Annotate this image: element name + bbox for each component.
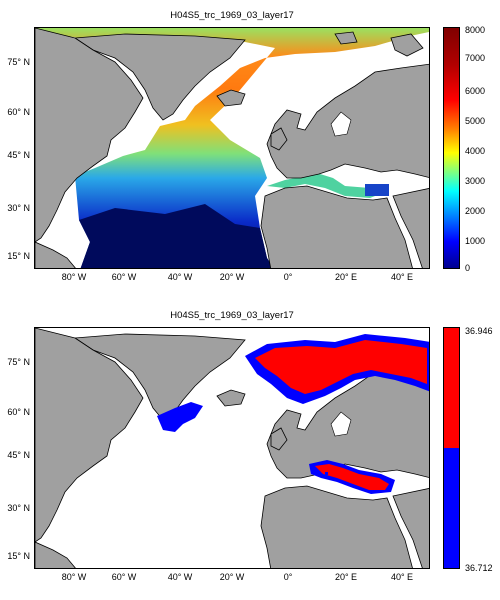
tracer-med-east <box>365 184 389 196</box>
tracer-field-mediterranean <box>267 174 385 198</box>
map-title: H04S5_trc_1969_03_layer17 <box>170 10 294 21</box>
central-america-landmass <box>35 241 76 268</box>
africa-landmass <box>260 485 413 568</box>
map-panel-continuous: H04S5_trc_1969_03_layer17 <box>7 10 486 282</box>
map-canvas <box>35 28 429 268</box>
tracer-field-atlantic <box>35 28 429 268</box>
colorbar-continuous <box>443 27 460 269</box>
colorbar-tick: 0 <box>465 263 471 273</box>
binary-field-speck <box>325 472 328 475</box>
lon-label-0: 0° <box>283 272 293 282</box>
colorbar-tick-min: 36.712 <box>465 563 493 573</box>
map-canvas <box>35 328 429 568</box>
lon-label-80w: 80° W <box>61 572 87 582</box>
lat-label-30n: 30° N <box>7 503 30 513</box>
map-plot-area[interactable] <box>34 327 430 569</box>
lat-label-15n: 15° N <box>7 551 30 561</box>
binary-field-arctic-high <box>255 340 427 394</box>
lon-label-40w: 40° W <box>167 572 193 582</box>
lon-label-20w: 20° W <box>219 572 245 582</box>
lon-label-60w: 60° W <box>111 272 137 282</box>
colorbar-tick: 2000 <box>465 206 486 216</box>
british-isles-landmass <box>270 427 288 451</box>
british-isles-landmass <box>270 127 288 151</box>
novaya-zemlya-landmass <box>390 33 424 57</box>
binary-field-med-high <box>315 464 389 490</box>
lon-label-80w: 80° W <box>61 272 87 282</box>
iceland-landmass <box>216 389 246 407</box>
lat-label-45n: 45° N <box>7 450 30 460</box>
lon-label-0: 0° <box>283 572 293 582</box>
lat-label-75n: 75° N <box>7 357 30 367</box>
lon-label-20w: 20° W <box>219 272 245 282</box>
baltic-sea <box>330 111 352 137</box>
central-america-landmass <box>35 541 76 568</box>
tracer-field-deep <box>79 204 274 268</box>
colorbar-tick: 4000 <box>465 146 486 156</box>
lat-label-15n: 15° N <box>7 251 30 261</box>
lat-label-30n: 30° N <box>7 203 30 213</box>
lon-label-20e: 20° E <box>334 572 358 582</box>
greenland-landmass <box>73 33 246 121</box>
binary-field-labrador-low <box>157 402 203 432</box>
lon-label-40w: 40° W <box>167 272 193 282</box>
map-panel-binary: H04S5_trc_1969_03_layer17 75° <box>0 300 500 600</box>
iceland-landmass <box>216 89 246 107</box>
lon-label-40e: 40° E <box>390 272 414 282</box>
lat-label-60n: 60° N <box>7 107 30 117</box>
north-america-landmass <box>35 328 144 543</box>
colorbar-tick-max: 36.946 <box>465 326 493 336</box>
lon-label-40e: 40° E <box>390 572 414 582</box>
colorbar-tick: 6000 <box>465 86 486 96</box>
colorbar-tick: 3000 <box>465 176 486 186</box>
colorbar-tick: 7000 <box>465 53 486 63</box>
arabia-landmass <box>392 488 429 568</box>
map-plot-area[interactable] <box>34 27 430 269</box>
colorbar-tick: 5000 <box>465 116 486 126</box>
lon-label-60w: 60° W <box>111 572 137 582</box>
colorbar-tick: 8000 <box>465 25 486 35</box>
colorbar-binary <box>443 327 460 569</box>
lat-label-60n: 60° N <box>7 407 30 417</box>
arabia-landmass <box>392 188 429 268</box>
lat-label-45n: 45° N <box>7 150 30 160</box>
north-america-landmass <box>35 28 144 243</box>
map-title: H04S5_trc_1969_03_layer17 <box>170 310 294 321</box>
baltic-sea <box>330 411 352 437</box>
lon-label-20e: 20° E <box>334 272 358 282</box>
africa-landmass <box>260 185 413 268</box>
arctic-islands-landmass <box>334 31 358 45</box>
colorbar-tick: 1000 <box>465 236 486 246</box>
lat-label-75n: 75° N <box>7 57 30 67</box>
